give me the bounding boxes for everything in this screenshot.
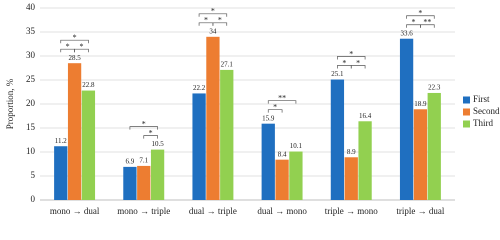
- significance-bracket: [60, 39, 89, 44]
- bar: [206, 36, 220, 200]
- x-tick-label: triple → dual: [396, 206, 444, 216]
- significance-label: *: [418, 9, 422, 18]
- y-tick-label: 25: [26, 74, 36, 84]
- significance-label: *: [412, 18, 416, 27]
- x-tick-label: triple → mono: [325, 206, 378, 216]
- value-label: 28.5: [68, 54, 81, 62]
- bar: [275, 159, 289, 200]
- value-label: 15.9: [262, 114, 275, 122]
- legend-swatch: [463, 108, 470, 116]
- value-label: 11.2: [55, 137, 67, 145]
- x-tick-label: mono → dual: [50, 206, 100, 216]
- bar: [399, 38, 414, 200]
- bar: [413, 109, 428, 200]
- bar: [358, 121, 372, 200]
- value-label: 10.1: [290, 142, 303, 150]
- x-tick-label: dual → triple: [189, 206, 237, 216]
- bar: [150, 149, 165, 200]
- y-axis-title: Proportion, %: [5, 78, 15, 129]
- y-tick-label: 15: [26, 122, 36, 132]
- bar: [220, 69, 234, 200]
- value-label: 16.4: [359, 112, 372, 120]
- value-label: 22.8: [82, 81, 95, 89]
- bar: [137, 165, 151, 200]
- significance-label: *: [73, 33, 77, 42]
- y-tick-label: 20: [26, 98, 36, 108]
- bar: [67, 63, 82, 201]
- significance-label: *: [273, 103, 277, 112]
- significance-label: **: [278, 94, 286, 103]
- significance-bracket: [212, 22, 228, 26]
- y-tick-label: 30: [26, 50, 36, 60]
- significance-label: *: [356, 58, 360, 67]
- value-label: 34: [209, 27, 217, 35]
- bar: [289, 151, 303, 200]
- y-tick-label: 40: [26, 2, 36, 12]
- significance-label: *: [149, 128, 153, 137]
- significance-label: *: [80, 42, 84, 51]
- significance-label: *: [349, 49, 353, 58]
- value-label: 18.9: [414, 100, 427, 108]
- value-label: 8.9: [347, 148, 356, 156]
- value-label: 10.5: [151, 140, 164, 148]
- bar: [344, 157, 358, 200]
- bar: [427, 92, 441, 200]
- significance-label: *: [142, 119, 146, 128]
- significance-bracket: [350, 65, 366, 69]
- value-label: 22.3: [428, 84, 441, 92]
- significance-bracket: [74, 48, 89, 53]
- significance-label: *: [66, 42, 70, 51]
- value-label: 25.1: [331, 70, 344, 78]
- y-tick-label: 5: [31, 170, 36, 180]
- significance-bracket: [198, 13, 228, 17]
- bar: [54, 146, 68, 200]
- x-tick-label: mono → triple: [117, 206, 170, 216]
- significance-bracket: [337, 56, 366, 60]
- value-label: 8.4: [278, 150, 287, 158]
- significance-bracket: [267, 100, 297, 104]
- legend-label: First: [473, 94, 490, 104]
- x-tick-label: dual → mono: [257, 206, 307, 216]
- significance-bracket: [420, 24, 435, 28]
- y-tick-label: 0: [31, 194, 36, 204]
- legend-label: Second: [473, 106, 500, 116]
- bar: [123, 166, 137, 200]
- significance-label: *: [218, 16, 222, 25]
- bar: [81, 90, 96, 200]
- value-label: 22.2: [193, 84, 206, 92]
- bar: [192, 93, 206, 200]
- value-label: 33.6: [400, 29, 413, 37]
- significance-label: *: [211, 7, 215, 16]
- significance-bracket: [129, 126, 158, 130]
- chart: Proportion, % 0 5 10 15 20 25 30 35 40 11.2 6.9 22.…: [5, 2, 500, 216]
- legend-label: Third: [473, 118, 493, 128]
- value-label: 6.9: [126, 157, 135, 165]
- y-tick-label: 10: [26, 146, 36, 156]
- bar: [261, 123, 275, 200]
- significance-bracket: [267, 109, 283, 113]
- significance-label: *: [204, 16, 208, 25]
- y-tick-label: 35: [26, 26, 36, 36]
- bar: [330, 79, 345, 200]
- significance-bracket: [406, 15, 435, 19]
- significance-label: *: [342, 58, 346, 67]
- value-label: 27.1: [221, 61, 234, 69]
- significance-label: **: [423, 18, 431, 27]
- legend-swatch: [463, 120, 470, 128]
- significance-bracket: [143, 135, 158, 139]
- value-label: 7.1: [139, 157, 148, 165]
- legend-swatch: [463, 96, 470, 104]
